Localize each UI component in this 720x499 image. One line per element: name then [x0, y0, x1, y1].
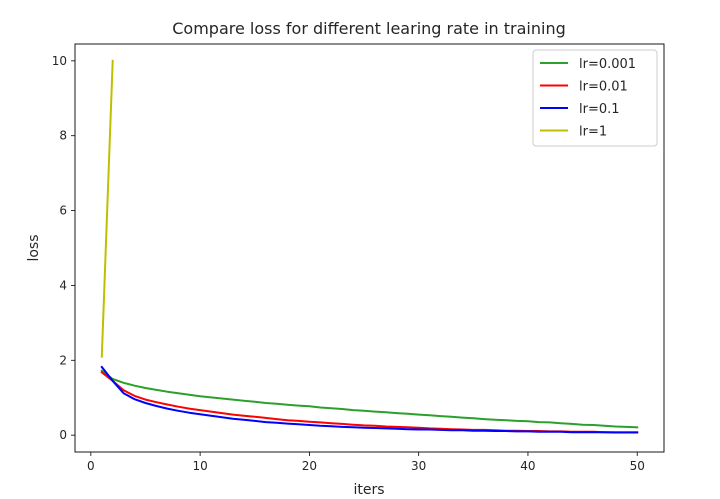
- legend-box: [532, 49, 658, 147]
- x-tick-label: 50: [630, 459, 645, 473]
- y-tick-label: 8: [59, 129, 67, 143]
- y-tick-label: 4: [59, 278, 67, 292]
- x-tick-label: 10: [192, 459, 207, 473]
- x-tick-label: 40: [520, 459, 535, 473]
- y-tick-label: 0: [59, 428, 67, 442]
- y-tick-label: 2: [59, 353, 67, 367]
- y-tick-label: 6: [59, 204, 67, 218]
- x-axis-label: iters: [353, 482, 384, 498]
- chart-title: Compare loss for different learing rate …: [172, 19, 566, 38]
- plot-frame: [74, 43, 665, 453]
- y-tick-label: 10: [52, 54, 67, 68]
- x-tick-label: 0: [87, 459, 95, 473]
- series-line-lr-0-1: [100, 365, 639, 434]
- legend-label: lr=0.01: [579, 80, 628, 95]
- series-line-lr-0-001: [100, 369, 639, 429]
- x-tick-label: 30: [411, 459, 426, 473]
- y-axis-label: loss: [26, 234, 42, 261]
- series-line-lr-1: [100, 59, 114, 358]
- legend: lr=0.001 lr=0.01 lr=0.1 lr=1: [532, 49, 658, 147]
- x-tick-label: 20: [302, 459, 317, 473]
- legend-label: lr=0.1: [579, 102, 620, 117]
- legend-label: lr=1: [579, 125, 607, 140]
- legend-label: lr=0.001: [579, 57, 636, 72]
